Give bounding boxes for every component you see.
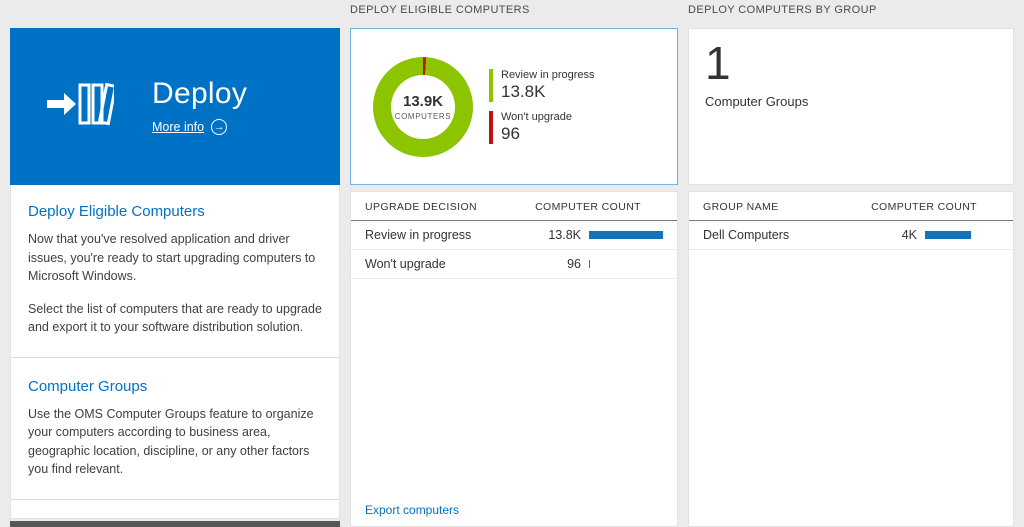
- left-panel-bottom-strip: [10, 521, 340, 527]
- column-header-upgrade-decision: UPGRADE DECISION: [365, 201, 477, 213]
- computer-groups-count: 1: [705, 37, 731, 89]
- eligible-computers-tile[interactable]: 13.9K COMPUTERS Review in progress 13.8K…: [350, 28, 678, 185]
- legend-item-wont-upgrade: Won't upgrade 96: [489, 111, 595, 144]
- computer-groups-table: GROUP NAME COMPUTER COUNT Dell Computers…: [688, 191, 1014, 527]
- section-paragraph: Select the list of computers that are re…: [28, 301, 322, 335]
- row-value: 4K: [901, 228, 917, 242]
- divider: [11, 498, 339, 500]
- section-paragraph: Use the OMS Computer Groups feature to o…: [28, 406, 314, 477]
- legend-color-bar: [489, 69, 493, 102]
- bar-track: [589, 260, 663, 268]
- row-value: 13.8K: [548, 228, 581, 242]
- table-header-row: UPGRADE DECISION COMPUTER COUNT: [351, 192, 677, 221]
- section-heading: Deploy Eligible Computers: [28, 203, 205, 220]
- legend-value: 13.8K: [501, 82, 546, 101]
- bar-track: [589, 231, 663, 239]
- divider: [11, 356, 339, 358]
- more-info-label: More info: [152, 120, 205, 134]
- right-column-header: DEPLOY COMPUTERS BY GROUP: [688, 4, 877, 16]
- legend-label: Review in progress: [501, 69, 595, 81]
- computer-groups-tile[interactable]: 1 Computer Groups: [688, 28, 1014, 185]
- column-header-computer-count: COMPUTER COUNT: [871, 201, 977, 213]
- count-bar: [589, 231, 663, 239]
- row-label: Dell Computers: [703, 228, 790, 242]
- donut-center: 13.9K COMPUTERS: [391, 74, 455, 139]
- legend-label: Won't upgrade: [501, 111, 573, 123]
- more-info-link[interactable]: More info →: [152, 119, 228, 135]
- row-label: Review in progress: [365, 228, 472, 242]
- mid-column-header: DEPLOY ELIGIBLE COMPUTERS: [350, 4, 530, 16]
- donut-center-label: COMPUTERS: [394, 111, 452, 121]
- upgrade-decision-table: UPGRADE DECISION COMPUTER COUNT Review i…: [350, 191, 678, 527]
- table-row-review-in-progress[interactable]: Review in progress 13.8K: [351, 221, 677, 250]
- computer-groups-label: Computer Groups: [705, 93, 809, 109]
- export-computers-link[interactable]: Export computers: [365, 503, 460, 517]
- tile-title: Deploy: [152, 77, 248, 110]
- legend-value: 96: [501, 124, 520, 143]
- count-bar: [589, 260, 591, 268]
- deploy-icon: [46, 77, 118, 136]
- donut-center-value: 13.9K: [402, 92, 444, 110]
- section-paragraph: Now that you've resolved application and…: [28, 232, 316, 283]
- row-value: 96: [567, 257, 581, 271]
- section-computer-groups: Computer Groups Use the OMS Computer Gro…: [11, 360, 339, 497]
- column-header-group-name: GROUP NAME: [703, 201, 779, 213]
- legend-color-bar: [489, 111, 493, 144]
- deploy-description-panel: Deploy Eligible Computers Now that you'v…: [10, 185, 340, 519]
- column-header-computer-count: COMPUTER COUNT: [535, 201, 641, 213]
- table-row-wont-upgrade[interactable]: Won't upgrade 96: [351, 250, 677, 279]
- donut-legend: Review in progress 13.8K Won't upgrade 9…: [489, 69, 595, 144]
- bar-track: [925, 231, 999, 239]
- count-bar: [925, 231, 971, 239]
- section-heading: Computer Groups: [28, 377, 148, 395]
- eligible-computers-donut-chart: 13.9K COMPUTERS: [373, 56, 473, 157]
- arrow-right-circle-icon: →: [211, 119, 228, 135]
- section-deploy-eligible-computers: Deploy Eligible Computers Now that you'v…: [11, 185, 339, 355]
- table-row-dell-computers[interactable]: Dell Computers 4K: [689, 221, 1013, 250]
- row-label: Won't upgrade: [365, 257, 446, 271]
- legend-item-review-in-progress: Review in progress 13.8K: [489, 69, 595, 102]
- deploy-tile: Deploy More info →: [10, 28, 340, 185]
- table-header-row: GROUP NAME COMPUTER COUNT: [689, 192, 1013, 221]
